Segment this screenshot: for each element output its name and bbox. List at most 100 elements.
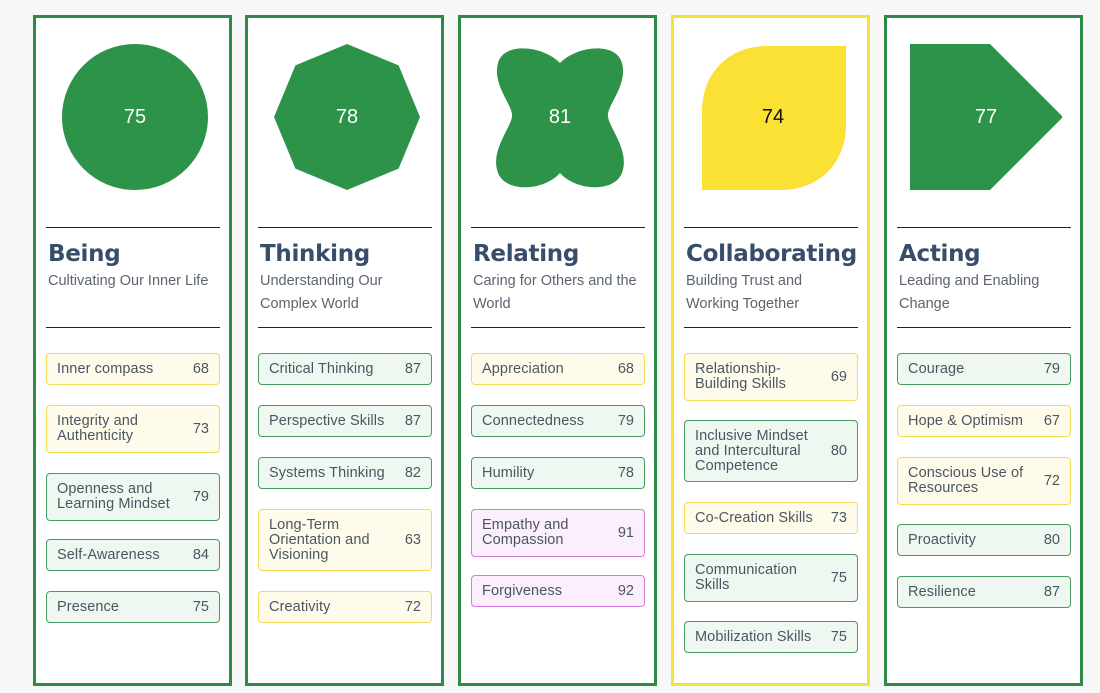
circle-shape-icon [62,44,208,190]
skill-label: Relationship-Building Skills [695,361,786,392]
skill-score: 72 [404,599,421,615]
skill-label: Critical Thinking [269,360,374,377]
skill-label: Connectedness [482,412,585,429]
dimension-subtitle: Understanding Our Complex World [260,273,383,312]
dimension-score: 77 [974,105,998,128]
skill-item[interactable]: Systems Thinking 82 [258,457,432,489]
dimension-title: Thinking [260,241,370,267]
skill-label: Hope & Optimism [908,412,1024,429]
dimension-card-collaborating[interactable]: 74 Collaborating Building Trust and Work… [671,15,870,686]
dimension-subtitle: Leading and Enabling Change [899,273,1040,312]
skill-score: 73 [830,510,847,526]
dimension-score: 75 [123,105,147,128]
score-badge: 81 [484,41,636,193]
score-badge: 74 [697,41,849,193]
skill-item[interactable]: Conscious Use of Resources 72 [897,457,1071,505]
dimension-title: Relating [473,241,580,267]
dimension-card-acting[interactable]: 77 Acting Leading and Enabling Change Co… [884,15,1083,686]
skill-item[interactable]: Empathy and Compassion 91 [471,509,645,557]
skill-score: 68 [617,361,634,377]
skill-label: Resilience [908,583,976,600]
skill-score: 79 [192,489,209,505]
skill-item[interactable]: Hope & Optimism 67 [897,405,1071,437]
skill-label: Openness and Learning Mindset [57,481,170,512]
skill-item[interactable]: Critical Thinking 87 [258,353,432,385]
skill-item[interactable]: Presence 75 [46,591,220,623]
octagon-shape-icon [274,44,420,190]
skill-label: Appreciation [482,360,564,377]
skill-label: Systems Thinking [269,464,385,481]
skill-score: 92 [617,583,634,599]
skill-label: Forgiveness [482,582,563,599]
skill-item[interactable]: Perspective Skills 87 [258,405,432,437]
skill-score: 72 [1043,473,1060,489]
skill-label: Empathy and Compassion [482,517,569,548]
skill-label: Humility [482,464,535,481]
divider [897,327,1071,328]
skill-item[interactable]: Appreciation 68 [471,353,645,385]
dimension-title: Collaborating [686,241,857,267]
skill-label: Inner compass [57,360,154,377]
divider [258,227,432,228]
skill-label: Self-Awareness [57,546,160,563]
skill-score: 73 [192,421,209,437]
divider [897,227,1071,228]
skill-item[interactable]: Relationship-Building Skills 69 [684,353,858,401]
skill-score: 87 [1043,584,1060,600]
skill-item[interactable]: Mobilization Skills 75 [684,621,858,653]
dimension-score: 78 [335,105,359,128]
skill-score: 80 [830,443,847,459]
skill-item[interactable]: Self-Awareness 84 [46,539,220,571]
skill-item[interactable]: Communication Skills 75 [684,554,858,602]
skill-label: Communication Skills [695,562,798,593]
dimension-title: Acting [899,241,981,267]
divider [471,327,645,328]
arrow-shape-icon [910,44,1062,190]
skill-score: 69 [830,369,847,385]
divider [684,327,858,328]
skill-label: Inclusive Mindset and Intercultural Comp… [695,427,808,474]
dimension-card-relating[interactable]: 81 Relating Caring for Others and the Wo… [458,15,657,686]
flower-shape-icon [496,48,624,188]
skill-score: 84 [192,547,209,563]
skill-score: 79 [1043,361,1060,377]
skill-item[interactable]: Humility 78 [471,457,645,489]
skill-item[interactable]: Proactivity 80 [897,524,1071,556]
leaf-shape-icon [702,46,846,190]
dimension-card-being[interactable]: 75 Being Cultivating Our Inner Life Inne… [33,15,232,686]
skill-item[interactable]: Forgiveness 92 [471,575,645,607]
skill-item[interactable]: Openness and Learning Mindset 79 [46,473,220,521]
dimension-score: 74 [761,105,785,128]
skill-label: Proactivity [908,531,976,548]
skill-score: 75 [830,629,847,645]
score-badge: 78 [271,41,423,193]
skill-label: Courage [908,360,965,377]
skill-score: 75 [830,570,847,586]
skill-item[interactable]: Co-Creation Skills 73 [684,502,858,534]
skill-score: 82 [404,465,421,481]
skill-score: 63 [404,532,421,548]
skill-item[interactable]: Long-Term Orientation and Visioning 63 [258,509,432,571]
skill-label: Conscious Use of Resources [908,465,1024,496]
divider [46,227,220,228]
skill-score: 87 [404,413,421,429]
skill-label: Perspective Skills [269,412,385,429]
skill-score: 68 [192,361,209,377]
skill-item[interactable]: Inclusive Mindset and Intercultural Comp… [684,420,858,482]
skill-item[interactable]: Creativity 72 [258,591,432,623]
skill-score: 78 [617,465,634,481]
skill-label: Co-Creation Skills [695,509,813,526]
divider [258,327,432,328]
dimension-score: 81 [548,105,572,128]
skill-label: Integrity and Authenticity [57,413,139,444]
skill-score: 75 [192,599,209,615]
skill-item[interactable]: Inner compass 68 [46,353,220,385]
dimension-card-thinking[interactable]: 78 Thinking Understanding Our Complex Wo… [245,15,444,686]
skill-score: 80 [1043,532,1060,548]
skill-item[interactable]: Integrity and Authenticity 73 [46,405,220,453]
divider [684,227,858,228]
skill-item[interactable]: Courage 79 [897,353,1071,385]
skill-item[interactable]: Resilience 87 [897,576,1071,608]
skill-item[interactable]: Connectedness 79 [471,405,645,437]
divider [471,227,645,228]
